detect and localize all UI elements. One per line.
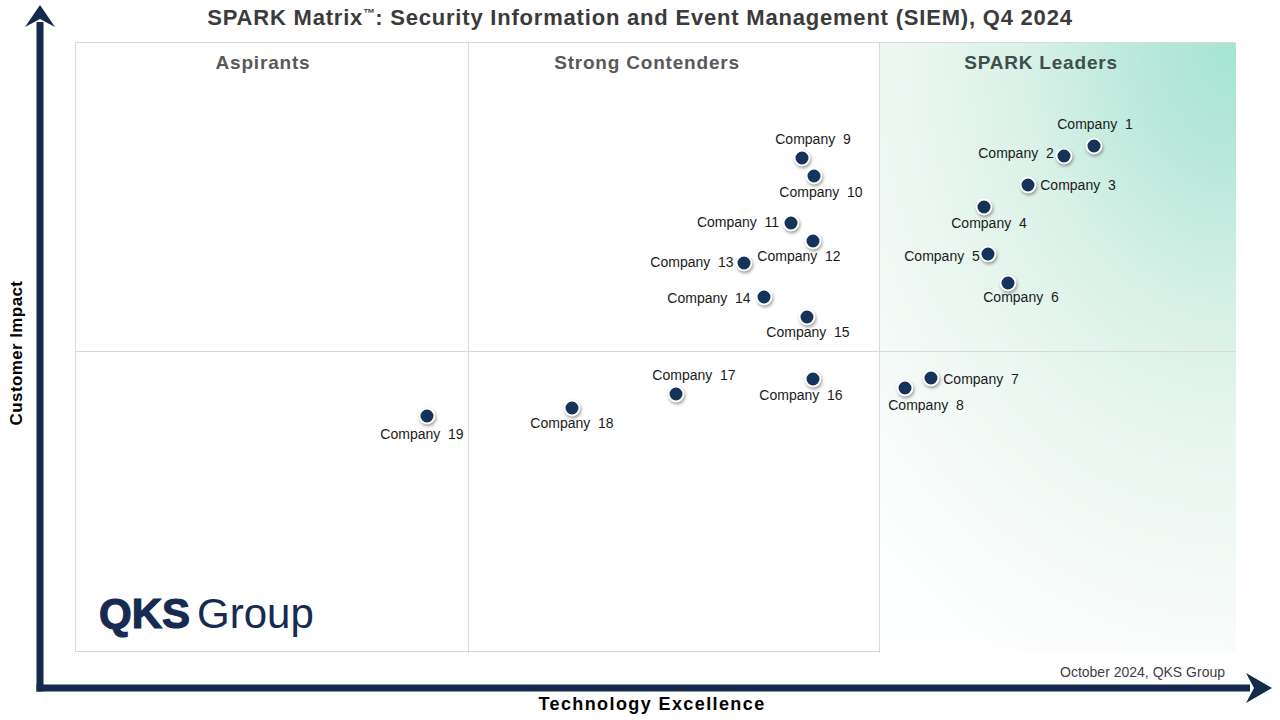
axes-arrows	[0, 0, 1280, 720]
